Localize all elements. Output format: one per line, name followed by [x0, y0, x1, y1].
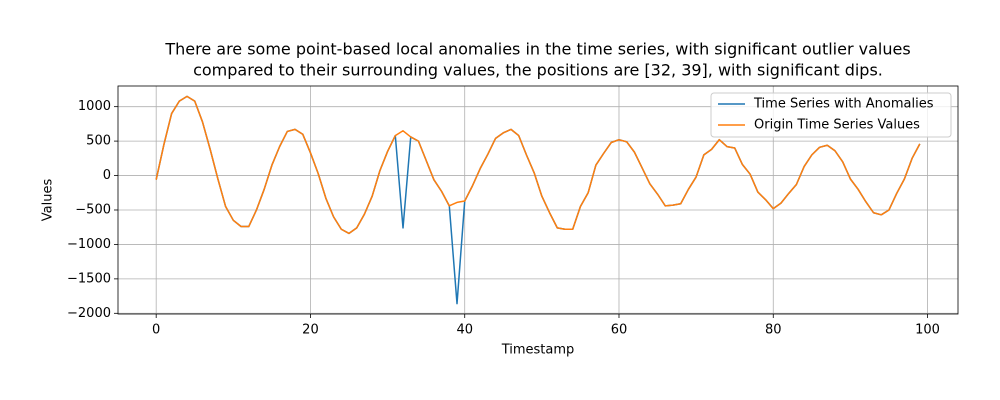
x-tick-label: 100 — [915, 323, 940, 338]
x-tick-label: 0 — [152, 323, 160, 338]
y-tick-label: −1000 — [67, 237, 111, 252]
y-axis-label: Values — [41, 179, 56, 222]
x-axis-label: Timestamp — [501, 343, 575, 358]
y-tick-label: 1000 — [78, 99, 111, 114]
plot-frame — [117, 85, 959, 315]
x-tick-label: 40 — [456, 323, 473, 338]
x-tick-label: 20 — [302, 323, 319, 338]
x-tick-label: 80 — [765, 323, 782, 338]
y-tick-label: −2000 — [67, 306, 111, 321]
y-tick-label: 500 — [86, 134, 111, 149]
legend-label: Time Series with Anomalies — [753, 97, 934, 112]
y-tick-label: −1500 — [67, 271, 111, 286]
series-line — [155, 95, 921, 235]
legend-box — [710, 92, 952, 138]
legend-label: Origin Time Series Values — [754, 118, 920, 133]
chart-title: There are some point-based local anomali… — [164, 40, 910, 59]
chart-title: compared to their surrounding values, th… — [193, 61, 883, 80]
y-tick-label: −500 — [75, 202, 111, 217]
x-tick-label: 60 — [611, 323, 628, 338]
y-tick-label: 0 — [103, 168, 111, 183]
